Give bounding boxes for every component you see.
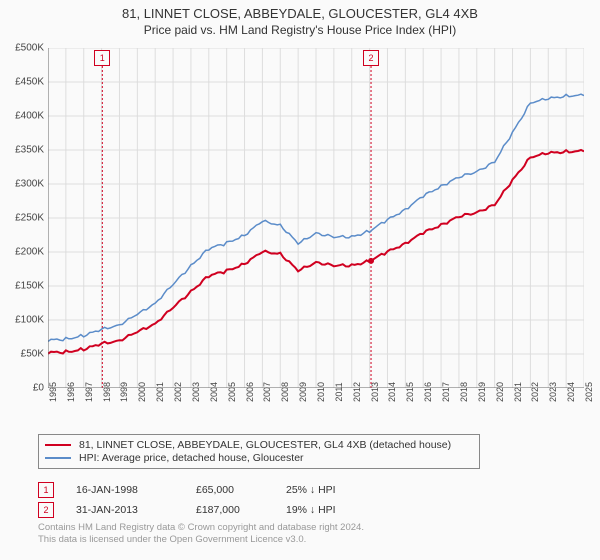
x-tick-label: 2015 — [405, 382, 415, 402]
x-tick-label: 2008 — [280, 382, 290, 402]
x-tick-label: 2017 — [441, 382, 451, 402]
credits-line2: This data is licensed under the Open Gov… — [38, 534, 364, 546]
credits: Contains HM Land Registry data © Crown c… — [38, 522, 364, 547]
y-tick-label: £300K — [0, 179, 44, 190]
x-tick-label: 2019 — [477, 382, 487, 402]
event-date: 31-JAN-2013 — [76, 504, 196, 516]
x-tick-label: 2023 — [548, 382, 558, 402]
x-tick-label: 2016 — [423, 382, 433, 402]
x-tick-label: 2005 — [227, 382, 237, 402]
x-tick-label: 2007 — [262, 382, 272, 402]
x-tick-label: 1999 — [119, 382, 129, 402]
credits-line1: Contains HM Land Registry data © Crown c… — [38, 522, 364, 534]
x-tick-label: 2001 — [155, 382, 165, 402]
x-tick-label: 2004 — [209, 382, 219, 402]
y-tick-label: £450K — [0, 77, 44, 88]
x-tick-label: 2025 — [584, 382, 594, 402]
y-tick-label: £350K — [0, 145, 44, 156]
chart-event-marker-icon: 1 — [94, 50, 110, 66]
legend-row: HPI: Average price, detached house, Glou… — [45, 452, 473, 464]
legend-box: 81, LINNET CLOSE, ABBEYDALE, GLOUCESTER,… — [38, 434, 480, 469]
event-marker-icon: 1 — [38, 482, 54, 498]
legend-swatch — [45, 457, 71, 459]
legend-label: HPI: Average price, detached house, Glou… — [79, 452, 304, 464]
y-tick-label: £400K — [0, 111, 44, 122]
event-row: 2 31-JAN-2013 £187,000 19% ↓ HPI — [38, 502, 386, 518]
x-tick-label: 1995 — [48, 382, 58, 402]
chart-svg — [48, 48, 584, 388]
event-row: 1 16-JAN-1998 £65,000 25% ↓ HPI — [38, 482, 386, 498]
x-tick-label: 2000 — [137, 382, 147, 402]
x-tick-label: 2024 — [566, 382, 576, 402]
x-tick-label: 2020 — [495, 382, 505, 402]
x-tick-label: 2013 — [370, 382, 380, 402]
y-tick-label: £250K — [0, 213, 44, 224]
event-diff: 25% ↓ HPI — [286, 484, 386, 496]
y-tick-label: £200K — [0, 247, 44, 258]
x-axis: 1995199619971998199920002001200220032004… — [48, 390, 584, 440]
y-tick-label: £50K — [0, 349, 44, 360]
event-price: £187,000 — [196, 504, 286, 516]
y-tick-label: £0 — [0, 383, 44, 394]
event-diff: 19% ↓ HPI — [286, 504, 386, 516]
y-tick-label: £100K — [0, 315, 44, 326]
x-tick-label: 2002 — [173, 382, 183, 402]
x-tick-label: 2011 — [334, 382, 344, 401]
x-tick-label: 2022 — [530, 382, 540, 402]
x-tick-label: 2014 — [387, 382, 397, 402]
x-tick-label: 1998 — [102, 382, 112, 402]
event-marker-icon: 2 — [38, 502, 54, 518]
x-tick-label: 2003 — [191, 382, 201, 402]
y-tick-label: £500K — [0, 43, 44, 54]
x-tick-label: 1996 — [66, 382, 76, 402]
legend-label: 81, LINNET CLOSE, ABBEYDALE, GLOUCESTER,… — [79, 439, 451, 451]
y-axis: £0£50K£100K£150K£200K£250K£300K£350K£400… — [0, 48, 46, 388]
x-tick-label: 2006 — [245, 382, 255, 402]
chart-title-line2: Price paid vs. HM Land Registry's House … — [0, 23, 600, 37]
chart-title-block: 81, LINNET CLOSE, ABBEYDALE, GLOUCESTER,… — [0, 0, 600, 37]
chart-title-line1: 81, LINNET CLOSE, ABBEYDALE, GLOUCESTER,… — [0, 6, 600, 21]
y-tick-label: £150K — [0, 281, 44, 292]
event-price: £65,000 — [196, 484, 286, 496]
x-tick-label: 2021 — [513, 382, 523, 402]
x-tick-label: 2009 — [298, 382, 308, 402]
x-tick-label: 2010 — [316, 382, 326, 402]
chart-event-marker-icon: 2 — [363, 50, 379, 66]
x-tick-label: 1997 — [84, 382, 94, 402]
x-tick-label: 2018 — [459, 382, 469, 402]
event-date: 16-JAN-1998 — [76, 484, 196, 496]
x-tick-label: 2012 — [352, 382, 362, 402]
chart-plot-area: 12 — [48, 48, 584, 388]
legend-swatch — [45, 444, 71, 446]
events-table: 1 16-JAN-1998 £65,000 25% ↓ HPI 2 31-JAN… — [38, 478, 386, 522]
legend-row: 81, LINNET CLOSE, ABBEYDALE, GLOUCESTER,… — [45, 439, 473, 451]
